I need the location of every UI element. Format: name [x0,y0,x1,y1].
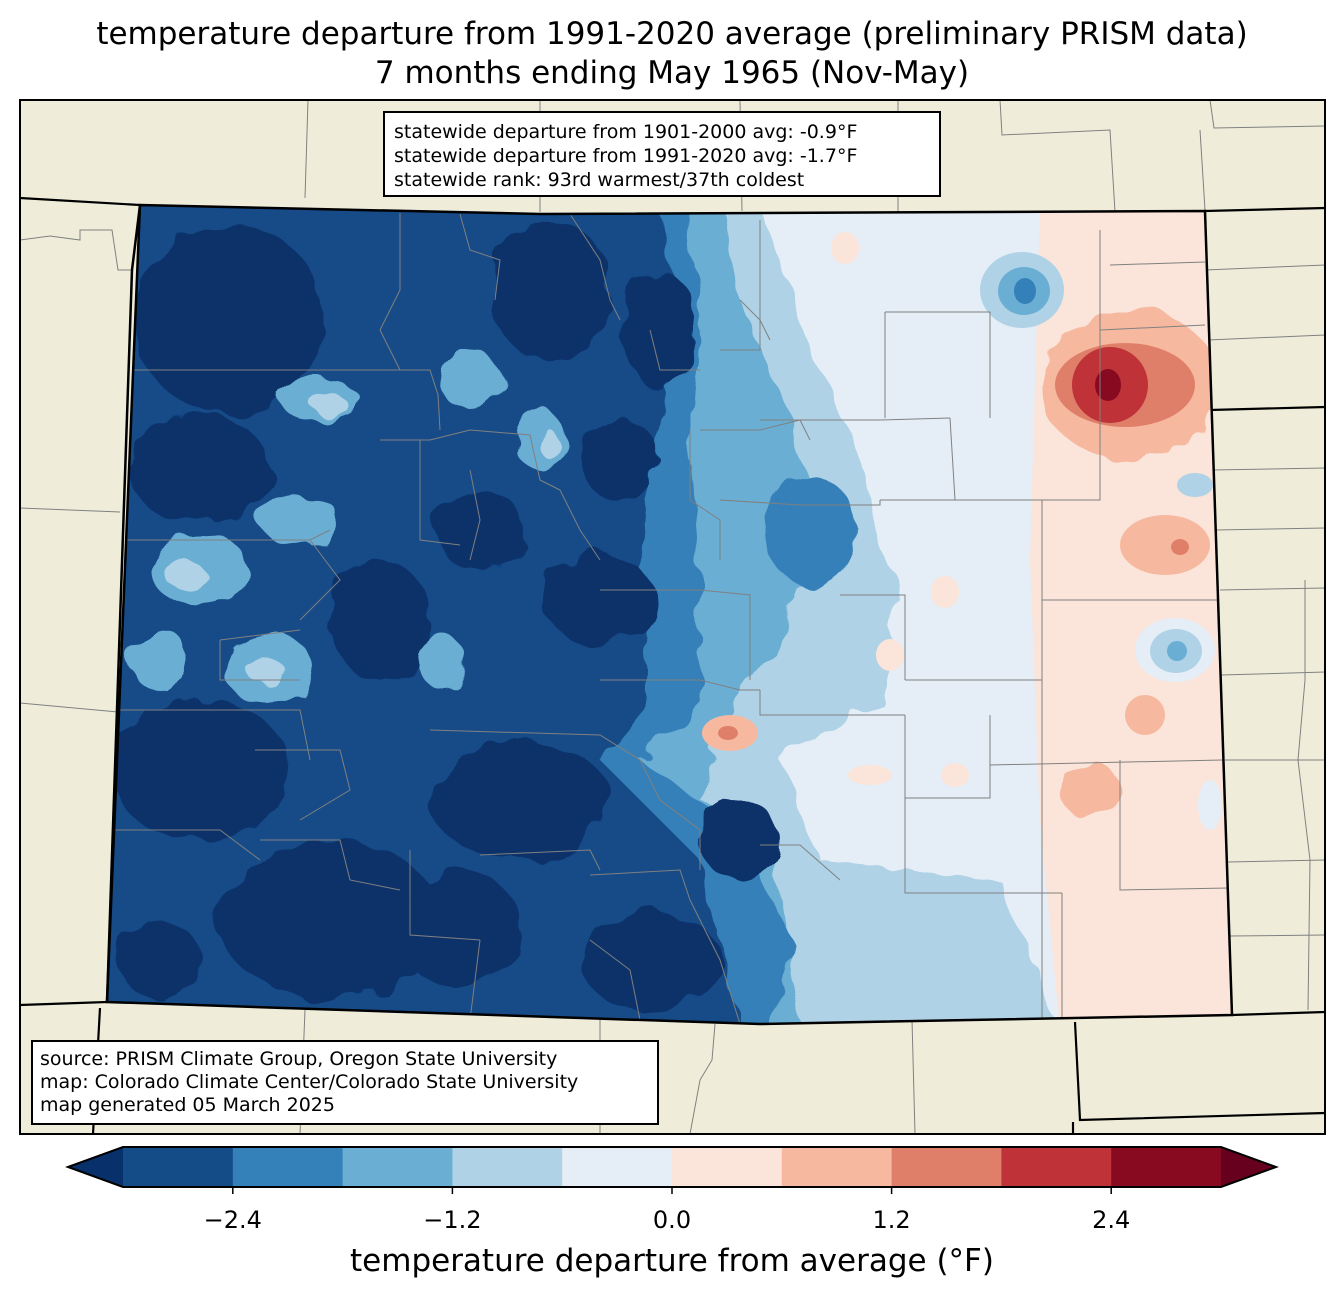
colorbar-bin [342,1147,453,1187]
source-box: source: PRISM Climate Group, Oregon Stat… [31,1040,659,1125]
stats-rank: statewide rank: 93rd warmest/37th coldes… [394,169,805,191]
county-lines [110,213,1229,1024]
colorbar-bin [672,1147,783,1187]
colorbar-label: temperature departure from average (°F) [350,1243,994,1279]
colorbar-tick-label: 1.2 [872,1206,911,1234]
colorbar-bin [1111,1147,1222,1187]
colorbar-tick-label: 0.0 [652,1206,692,1234]
colorbar-tick-label: −1.2 [423,1206,482,1234]
colorbar-bin [123,1147,234,1187]
colorbar-outline [65,1146,1279,1188]
colorbar-bin [781,1147,893,1187]
statewide-stats-box: statewide departure from 1901-2000 avg: … [383,111,941,197]
map-title-line2: 7 months ending May 1965 (Nov-May) [374,55,970,91]
colorbar-tick-label: −2.4 [203,1206,262,1234]
colorado-west-border [105,204,142,1003]
colorbar-extend-high [1221,1147,1276,1187]
colorbar-bin [232,1147,344,1187]
colorbar [65,1146,1279,1194]
colorbar-bin [562,1147,673,1187]
map-frame [19,99,1326,1135]
colorbar-tick-label: 2.4 [1092,1206,1131,1234]
colorbar-bin [452,1147,563,1187]
temperature-field [107,205,1232,1024]
colorbar-bin [1001,1147,1112,1187]
map-title-line1: temperature departure from 1991-2020 ave… [96,16,1248,52]
stats-departure-1991-2020: statewide departure from 1991-2020 avg: … [394,145,858,167]
map-credit-line: map: Colorado Climate Center/Colorado St… [40,1071,579,1093]
stats-departure-1901-2000: statewide departure from 1901-2000 avg: … [394,121,858,143]
colorbar-bin [891,1147,1002,1187]
generated-date-line: map generated 05 March 2025 [40,1094,335,1116]
source-line: source: PRISM Climate Group, Oregon Stat… [40,1048,558,1070]
colorbar-extend-low [68,1147,123,1187]
